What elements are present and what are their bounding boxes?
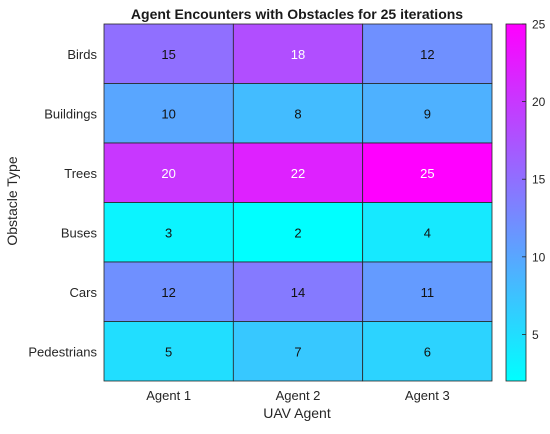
- cell-value-label: 7: [294, 344, 301, 359]
- cell-value-label: 8: [294, 106, 301, 121]
- heatmap-cell: [103, 23, 234, 84]
- heatmap-cell: [362, 83, 493, 144]
- heatmap-cell: [103, 261, 234, 322]
- heatmap-cell: [103, 202, 234, 263]
- heatmap-cell: [362, 261, 493, 322]
- cell-value-label: 20: [161, 166, 175, 181]
- cell-value-label: 2: [294, 225, 301, 240]
- y-axis-label: Obstacle Type: [4, 156, 20, 245]
- heatmap-cell: [362, 321, 493, 382]
- cell-value-labels: 15 18 12 10 8 9 20 22 25 3 2 4 12 14 11 5 7 6: [161, 47, 434, 360]
- heatmap-cell: [232, 142, 364, 203]
- cell-value-label: 3: [165, 225, 172, 240]
- cell-value-label: 4: [424, 225, 431, 240]
- cell-value-label: 10: [161, 106, 175, 121]
- cell-value-label: 12: [420, 47, 434, 62]
- cell-value-label: 9: [424, 106, 431, 121]
- heatmap-cell: [103, 321, 234, 382]
- y-tick-label: Cars: [70, 285, 98, 300]
- heatmap-cell: [103, 83, 234, 144]
- heatmap-cell: [362, 202, 493, 263]
- cell-value-label: 25: [420, 166, 434, 181]
- x-tick-label: Agent 3: [405, 388, 450, 403]
- colorbar-tick-label: 15: [532, 173, 546, 187]
- cell-value-label: 11: [421, 285, 435, 300]
- cell-value-label: 6: [424, 344, 431, 359]
- x-axis-label: UAV Agent: [263, 405, 331, 421]
- y-tick-label: Buses: [61, 225, 98, 240]
- heatmap-cell: [232, 23, 364, 84]
- cell-value-label: 18: [291, 47, 305, 62]
- colorbar-tick-label: 25: [532, 18, 546, 32]
- y-tick-label: Buildings: [44, 106, 97, 121]
- y-axis-tick-labels: Birds Buildings Trees Buses Cars Pedestrians: [28, 47, 97, 360]
- y-tick-label: Birds: [67, 47, 97, 62]
- y-tick-label: Trees: [64, 166, 97, 181]
- colorbar-tick-label: 10: [532, 250, 546, 264]
- chart-title: Agent Encounters with Obstacles for 25 i…: [131, 6, 463, 22]
- cell-value-label: 14: [291, 285, 305, 300]
- x-tick-label: Agent 2: [276, 388, 321, 403]
- heatmap-cell: [232, 321, 364, 382]
- colorbar: [505, 23, 527, 382]
- cell-value-label: 12: [161, 285, 175, 300]
- x-tick-label: Agent 1: [146, 388, 191, 403]
- colorbar-tick-labels: 5 10 15 20 25: [522, 18, 546, 342]
- heatmap-cells: [103, 23, 493, 382]
- y-tick-label: Pedestrians: [28, 344, 97, 359]
- cell-value-label: 22: [291, 166, 305, 181]
- colorbar-tick-label: 20: [532, 95, 546, 109]
- cell-value-label: 5: [165, 344, 172, 359]
- heatmap-cell: [362, 23, 493, 84]
- x-axis-tick-labels: Agent 1 Agent 2 Agent 3: [146, 388, 449, 403]
- heatmap-cell: [232, 261, 364, 322]
- cell-value-label: 15: [161, 47, 175, 62]
- colorbar-tick-label: 5: [532, 328, 539, 342]
- heatmap-cell: [232, 83, 364, 144]
